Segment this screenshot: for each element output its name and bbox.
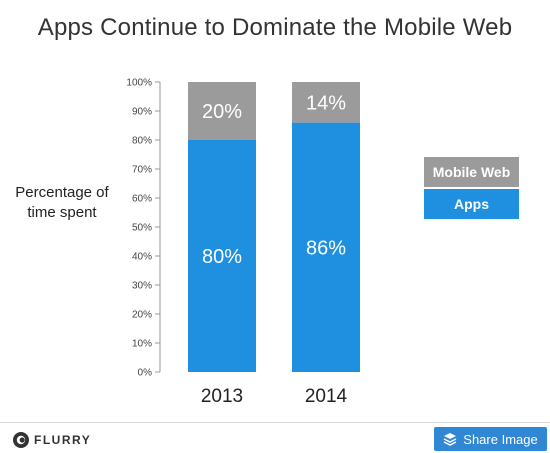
layers-icon — [443, 433, 457, 446]
bar-value-label: 86% — [306, 237, 346, 259]
share-image-label: Share Image — [463, 431, 538, 447]
y-tick-label: 70% — [132, 165, 152, 176]
y-tick-label: 50% — [132, 223, 152, 234]
bar-segment-apps — [292, 122, 360, 372]
legend-mobile-web: Mobile Web — [424, 157, 519, 187]
x-category-label: 2013 — [201, 386, 243, 407]
y-tick-label: 20% — [132, 310, 152, 321]
y-tick-label: 40% — [132, 252, 152, 263]
bars: 80% 20% 2013 86% 14% 2014 — [188, 82, 360, 407]
flurry-logo-icon — [13, 432, 29, 448]
legend-apps: Apps — [424, 189, 519, 219]
chart-title: Apps Continue to Dominate the Mobile Web — [37, 14, 513, 41]
y-tick-label: 10% — [132, 339, 152, 350]
y-tick-label: 0% — [138, 368, 153, 379]
brand-logo: FLURRY — [12, 430, 91, 450]
brand-name: FLURRY — [34, 433, 92, 447]
bar-value-label: 80% — [202, 246, 242, 268]
footer-divider — [0, 422, 550, 423]
bar-segment-mobile-web — [188, 82, 256, 140]
y-axis: 0% 10% 20% 30% 40% 50% 60% 70% 80% 90% 100% — [126, 78, 161, 379]
bar-segment-mobile-web — [292, 82, 360, 123]
bar-segment-apps — [188, 140, 256, 372]
share-image-button[interactable]: Share Image — [434, 427, 547, 451]
bar-value-label: 14% — [306, 92, 346, 114]
y-tick-label: 90% — [132, 107, 152, 118]
y-tick-label: 30% — [132, 281, 152, 292]
y-tick-label: 100% — [126, 78, 152, 89]
y-tick-label: 80% — [132, 136, 152, 147]
y-axis-label: Percentage of time spent — [15, 184, 109, 221]
bar-value-label: 20% — [202, 101, 242, 123]
x-category-label: 2014 — [305, 386, 348, 407]
y-tick-label: 60% — [132, 194, 152, 205]
